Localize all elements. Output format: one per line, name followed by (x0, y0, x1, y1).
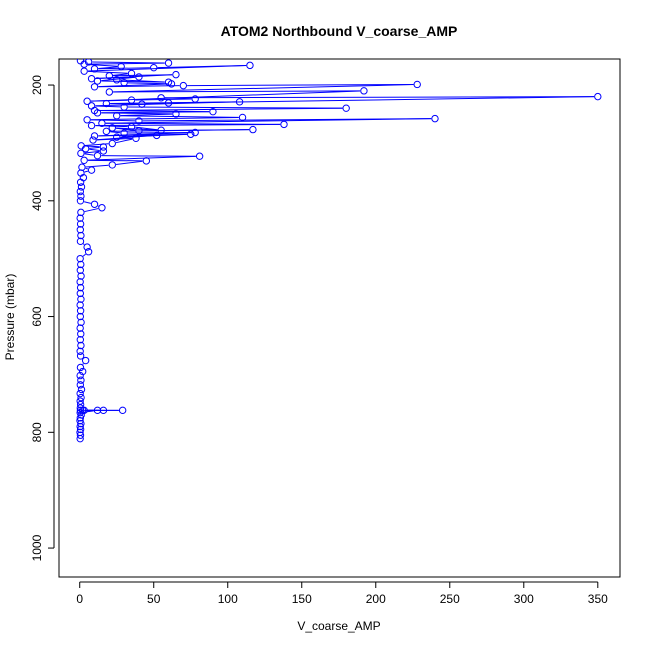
y-tick-label: 200 (30, 75, 44, 95)
data-point (143, 158, 149, 164)
x-tick-label: 100 (218, 592, 238, 606)
data-point (84, 117, 90, 123)
series-line-segment (89, 147, 99, 148)
data-point (100, 144, 106, 150)
data-point (94, 152, 100, 158)
data-point (103, 128, 109, 134)
series-line-segment (91, 91, 360, 101)
data-point (361, 88, 367, 94)
data-point (88, 75, 94, 81)
chart-title: ATOM2 Northbound V_coarse_AMP (221, 23, 458, 39)
data-point (81, 157, 87, 163)
x-tick-label: 150 (292, 592, 312, 606)
series-line-segment (88, 160, 143, 161)
x-axis: 0 50 100 150 200 250 300 350 (76, 582, 608, 606)
series-line-segment (89, 149, 99, 150)
series-line-segment (85, 154, 94, 155)
series-line-segment (91, 118, 239, 120)
data-point (281, 121, 287, 127)
x-axis-label: V_coarse_AMP (297, 619, 380, 633)
series-line-segment (88, 156, 196, 160)
series-layer (77, 58, 601, 442)
data-point (84, 98, 90, 104)
data-point (106, 89, 112, 95)
x-tick-label: 350 (588, 592, 608, 606)
data-point (432, 115, 438, 121)
data-point (77, 58, 83, 64)
data-point (151, 64, 157, 70)
series-line-segment (98, 108, 342, 110)
data-point (91, 133, 97, 139)
x-tick-label: 300 (514, 592, 534, 606)
series-line-segment (121, 114, 173, 116)
x-tick-label: 0 (76, 592, 83, 606)
data-point (119, 407, 125, 413)
y-axis: 200 400 600 800 1000 (30, 75, 54, 562)
y-tick-label: 800 (30, 422, 44, 442)
data-point (250, 126, 256, 132)
data-point (414, 81, 420, 87)
data-point (247, 62, 253, 68)
data-point (165, 60, 171, 66)
data-point (180, 82, 186, 88)
series-line-segment (92, 62, 164, 63)
data-point (595, 93, 601, 99)
data-point (91, 201, 97, 207)
data-point (78, 386, 84, 392)
series-line-segment (85, 209, 99, 212)
data-point (343, 105, 349, 111)
data-point (109, 162, 115, 168)
x-tick-label: 50 (147, 592, 161, 606)
data-point (81, 68, 87, 74)
series-line-segment (128, 83, 168, 84)
series-line-segment (83, 364, 84, 365)
data-point (88, 122, 94, 128)
y-tick-label: 400 (30, 190, 44, 210)
y-axis-label: Pressure (mbar) (3, 274, 17, 361)
data-point (99, 205, 105, 211)
series-line-segment (121, 116, 239, 118)
series-line-segment (86, 168, 88, 169)
x-tick-label: 250 (440, 592, 460, 606)
y-tick-label: 600 (30, 306, 44, 326)
data-point (77, 188, 83, 194)
series-line-segment (85, 171, 88, 172)
series-line-segment (83, 254, 86, 256)
series-line-segment (101, 156, 196, 157)
data-point (77, 390, 83, 396)
data-point (88, 167, 94, 173)
x-tick-label: 200 (366, 592, 386, 606)
data-point (173, 71, 179, 77)
series-line-segment (116, 161, 142, 164)
series-line-segment (128, 107, 342, 108)
data-point (196, 153, 202, 159)
series-line-segment (86, 165, 109, 167)
y-tick-label: 1000 (30, 534, 44, 561)
series-line-segment (110, 132, 120, 133)
data-point (90, 137, 96, 143)
series-line-segment (83, 244, 84, 245)
series-line-segment (84, 202, 91, 204)
data-point (109, 140, 115, 146)
